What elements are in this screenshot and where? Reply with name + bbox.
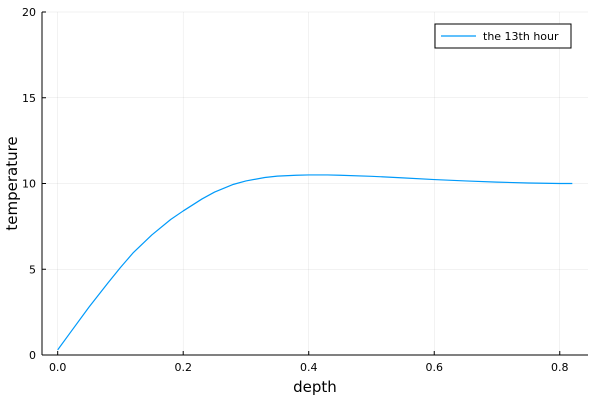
- y-tick-label: 0: [29, 349, 36, 362]
- x-tick-label: 0.0: [49, 361, 67, 374]
- legend-label: the 13th hour: [483, 30, 559, 43]
- axes: [41, 11, 588, 356]
- x-tick-label: 0.6: [425, 361, 443, 374]
- y-tick-label: 5: [29, 263, 36, 276]
- legend: the 13th hour: [434, 23, 572, 49]
- y-axis-title: temperature: [3, 136, 21, 230]
- y-tick-label: 20: [22, 6, 36, 19]
- x-tick-label: 0.8: [551, 361, 569, 374]
- x-tick-label: 0.2: [174, 361, 192, 374]
- series-lines: [57, 174, 573, 351]
- x-axis-title: depth: [293, 378, 337, 396]
- y-tick-label: 10: [22, 178, 36, 191]
- series-line: [57, 174, 573, 351]
- tick-labels: 0.0 0.2 0.4 0.6 0.8 0 5 10 15 20: [22, 6, 569, 374]
- y-tick-label: 15: [22, 92, 36, 105]
- x-tick-label: 0.4: [300, 361, 318, 374]
